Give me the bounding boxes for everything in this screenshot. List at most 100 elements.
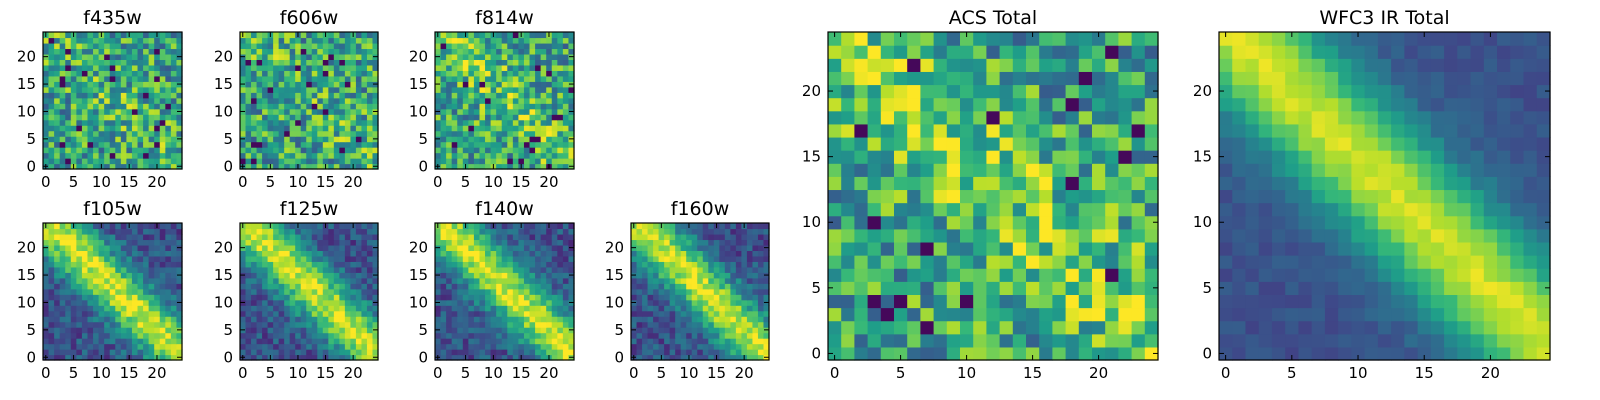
heatmap-cell: [273, 32, 280, 39]
heatmap-cell: [446, 294, 453, 301]
heatmap-cell: [529, 316, 536, 323]
heatmap-cell: [317, 261, 324, 268]
heatmap-cell: [76, 272, 83, 279]
heatmap-cell: [631, 316, 638, 323]
heatmap-cell: [273, 239, 280, 246]
x-tick-label: 15: [120, 364, 139, 382]
heatmap-cell: [490, 244, 497, 251]
heatmap-cell: [295, 316, 302, 323]
heatmap-cell: [473, 92, 481, 99]
heatmap-cell: [98, 92, 105, 99]
heatmap-cell: [43, 64, 50, 71]
heatmap-cell: [999, 163, 1014, 177]
heatmap-cell: [43, 233, 50, 241]
heatmap-cell: [523, 349, 531, 356]
heatmap-cell: [446, 354, 453, 361]
heatmap-cell: [81, 261, 89, 268]
heatmap-cell: [256, 354, 263, 361]
heatmap-cell: [752, 244, 759, 251]
heatmap-cell: [697, 244, 704, 251]
heatmap-cell: [730, 272, 737, 279]
heatmap-cell: [328, 343, 335, 350]
heatmap-cell: [154, 338, 161, 345]
heatmap-cell: [81, 136, 89, 143]
heatmap-cell: [87, 37, 94, 44]
heatmap-cell: [479, 141, 486, 148]
heatmap-cell: [529, 343, 536, 350]
heatmap-cell: [59, 294, 66, 301]
heatmap-cell: [669, 288, 676, 295]
heatmap-cell: [562, 114, 570, 121]
heatmap-cell: [104, 255, 111, 262]
heatmap-cell: [267, 81, 274, 88]
heatmap-cell: [137, 103, 144, 110]
heatmap-cell: [137, 266, 144, 273]
heatmap-cell: [907, 176, 921, 191]
heatmap-cell: [894, 189, 908, 204]
heatmap-cell: [104, 136, 111, 143]
heatmap-cell: [529, 48, 536, 55]
heatmap-cell: [289, 255, 296, 262]
heatmap-cell: [148, 125, 155, 132]
heatmap-cell: [350, 103, 357, 110]
heatmap-cell: [355, 305, 363, 312]
heatmap-cell: [446, 343, 453, 350]
heatmap-cell: [551, 103, 558, 110]
heatmap-cell: [278, 244, 285, 251]
heatmap-cell: [361, 305, 368, 312]
heatmap-cell: [540, 114, 547, 121]
heatmap-cell: [289, 42, 296, 50]
heatmap-cell: [366, 86, 374, 93]
heatmap-cell: [664, 277, 671, 284]
heatmap-cell: [686, 349, 693, 356]
heatmap-cell: [523, 294, 531, 301]
heatmap-cell: [713, 294, 720, 301]
heatmap-cell: [562, 316, 570, 323]
heatmap-cell: [333, 108, 340, 115]
heatmap-cell: [339, 37, 346, 44]
heatmap-cell: [148, 42, 155, 50]
heatmap-cell: [300, 349, 307, 356]
heatmap-cell: [43, 86, 50, 93]
heatmap-cell: [719, 338, 726, 345]
y-tick-label: 10: [17, 102, 36, 120]
heatmap-cell: [131, 294, 139, 301]
heatmap-cell: [894, 202, 908, 217]
heatmap-cell: [322, 147, 329, 154]
heatmap-cell: [43, 316, 50, 323]
heatmap-cell: [562, 136, 570, 143]
heatmap-cell: [675, 228, 682, 235]
heatmap-cell: [87, 163, 94, 170]
heatmap-cell: [366, 158, 374, 165]
heatmap-cell: [65, 152, 72, 159]
heatmap-cell: [462, 233, 469, 241]
heatmap-cell: [946, 346, 961, 361]
heatmap-cell: [485, 163, 492, 170]
heatmap-cell: [333, 277, 340, 284]
heatmap-cell: [960, 268, 974, 282]
heatmap-cell: [70, 255, 77, 262]
heatmap-cell: [535, 316, 542, 323]
heatmap-cell: [170, 316, 178, 323]
heatmap-cell: [518, 53, 525, 60]
heatmap-cell: [240, 75, 247, 82]
heatmap-cell: [702, 305, 709, 312]
heatmap-cell: [446, 81, 453, 88]
heatmap-cell: [752, 228, 759, 235]
heatmap-cell: [344, 75, 351, 82]
heatmap-cell: [507, 354, 514, 361]
heatmap-cell: [131, 250, 139, 257]
heatmap-cell: [828, 150, 842, 164]
heatmap-cell: [76, 310, 83, 317]
heatmap-cell: [170, 136, 178, 143]
heatmap-cell: [680, 244, 687, 251]
heatmap-cell: [48, 310, 55, 317]
heatmap-cell: [490, 141, 497, 148]
heatmap-cell: [490, 255, 497, 262]
heatmap-cell: [81, 321, 89, 328]
heatmap-cell: [143, 223, 150, 230]
heatmap-cell: [81, 152, 89, 159]
heatmap-cell: [446, 86, 453, 93]
heatmap-cell: [284, 130, 291, 137]
heatmap-cell: [159, 288, 166, 295]
